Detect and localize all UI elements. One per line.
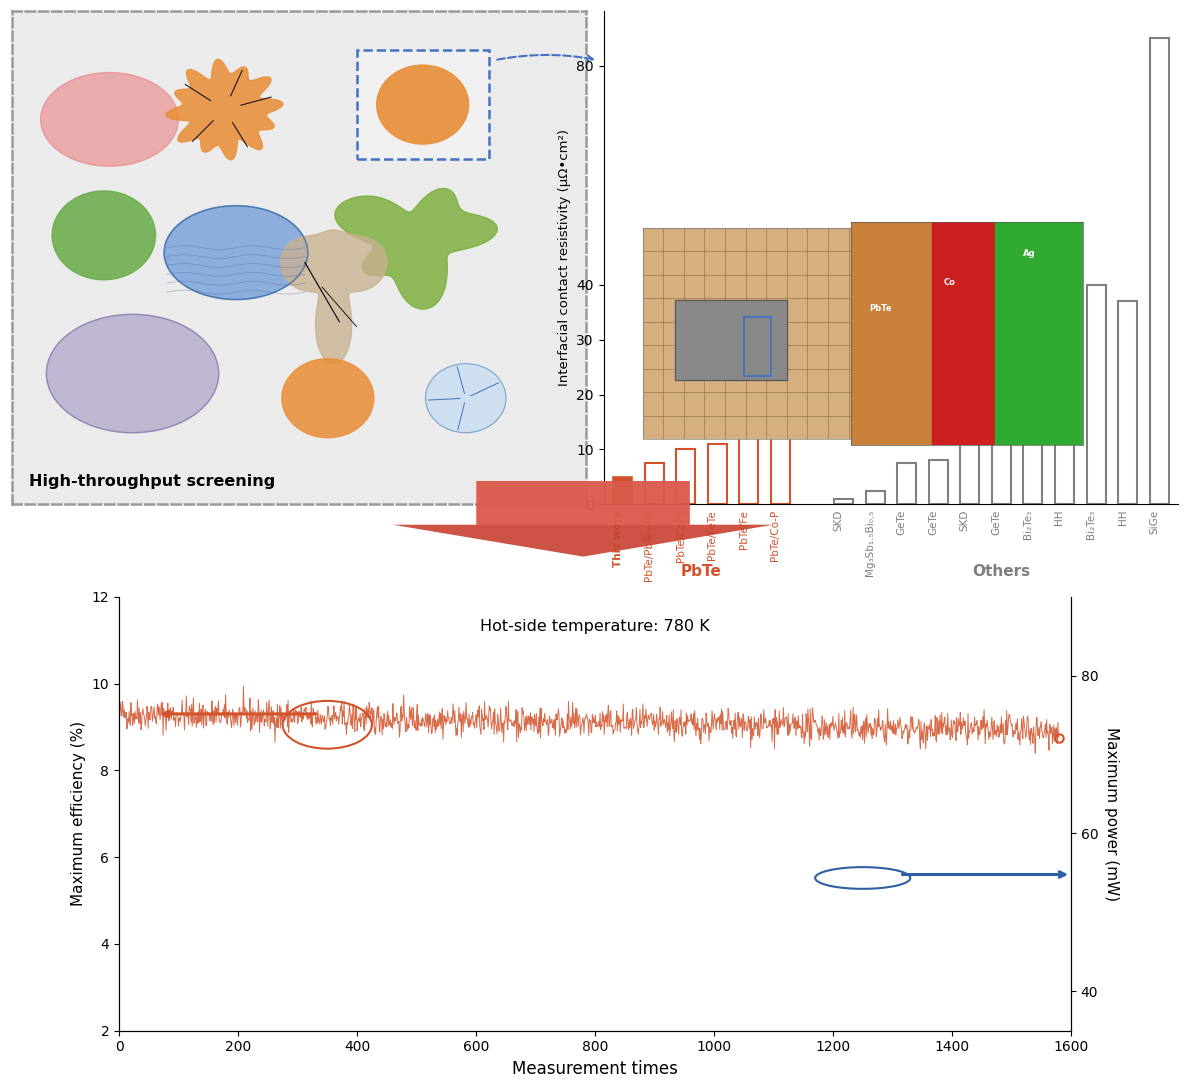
- Polygon shape: [334, 189, 497, 309]
- Bar: [745, 317, 771, 376]
- Polygon shape: [281, 230, 387, 365]
- Bar: [851, 222, 951, 445]
- Text: SKD: SKD: [833, 510, 844, 532]
- Circle shape: [377, 65, 469, 144]
- Circle shape: [52, 191, 156, 280]
- Y-axis label: Maximum efficiency (%): Maximum efficiency (%): [71, 722, 86, 906]
- Text: PbTe/Fe: PbTe/Fe: [739, 510, 749, 549]
- Bar: [960, 433, 979, 505]
- Text: HH: HH: [1054, 510, 1065, 525]
- Ellipse shape: [46, 315, 219, 433]
- Bar: [995, 222, 1083, 445]
- Text: PbTe/FeTe: PbTe/FeTe: [707, 510, 718, 560]
- FancyBboxPatch shape: [357, 50, 489, 158]
- Text: GeTe: GeTe: [896, 510, 907, 535]
- Circle shape: [426, 363, 506, 433]
- Bar: [645, 463, 664, 505]
- Y-axis label: Interfacial contact resistivity (μΩ•cm²): Interfacial contact resistivity (μΩ•cm²): [558, 129, 571, 386]
- Bar: [675, 299, 788, 380]
- Bar: [708, 444, 727, 505]
- Bar: [928, 460, 947, 505]
- Bar: [834, 499, 853, 505]
- Bar: [897, 463, 916, 505]
- Text: Hot-side temperature: 780 K: Hot-side temperature: 780 K: [480, 620, 710, 635]
- Text: SKD: SKD: [960, 510, 970, 532]
- Text: HH: HH: [1117, 510, 1128, 525]
- Ellipse shape: [164, 206, 308, 299]
- Text: PbTe/Co-P: PbTe/Co-P: [770, 510, 781, 561]
- Bar: [675, 299, 788, 380]
- Text: SiGe: SiGe: [1150, 510, 1159, 534]
- Bar: [932, 222, 1013, 445]
- Bar: [739, 422, 758, 505]
- Text: Co: Co: [944, 278, 956, 286]
- Circle shape: [282, 359, 374, 437]
- Bar: [1086, 285, 1106, 505]
- Text: PbTe: PbTe: [870, 305, 892, 314]
- Text: Bi₂Te₃: Bi₂Te₃: [1023, 510, 1033, 539]
- Text: This work: This work: [613, 510, 622, 566]
- Text: Ag: Ag: [1022, 248, 1035, 258]
- Text: PbTe/CoFe: PbTe/CoFe: [676, 510, 685, 562]
- Bar: [676, 449, 695, 505]
- Polygon shape: [476, 481, 690, 525]
- Text: PbTe: PbTe: [681, 563, 722, 578]
- Ellipse shape: [40, 73, 178, 166]
- Text: Others: Others: [972, 563, 1031, 578]
- Y-axis label: Maximum power (mW): Maximum power (mW): [1104, 727, 1119, 901]
- Bar: [865, 490, 884, 505]
- Text: Mg₃Sb₁.₅Bi₀.₅: Mg₃Sb₁.₅Bi₀.₅: [865, 510, 875, 576]
- Text: GeTe: GeTe: [991, 510, 1001, 535]
- Text: GeTe: GeTe: [928, 510, 938, 535]
- Bar: [992, 390, 1010, 505]
- Text: Bi₂Te₃: Bi₂Te₃: [1086, 510, 1096, 539]
- Text: High-throughput screening: High-throughput screening: [29, 474, 275, 489]
- X-axis label: Measurement times: Measurement times: [512, 1060, 678, 1078]
- Polygon shape: [167, 60, 283, 159]
- Bar: [1023, 361, 1042, 505]
- Bar: [613, 477, 632, 505]
- Bar: [1056, 356, 1073, 505]
- Bar: [1119, 302, 1138, 505]
- Bar: [771, 390, 790, 505]
- Bar: [1150, 38, 1169, 505]
- Text: PbTe/PbTe+Fe: PbTe/PbTe+Fe: [644, 510, 655, 580]
- Polygon shape: [393, 481, 774, 557]
